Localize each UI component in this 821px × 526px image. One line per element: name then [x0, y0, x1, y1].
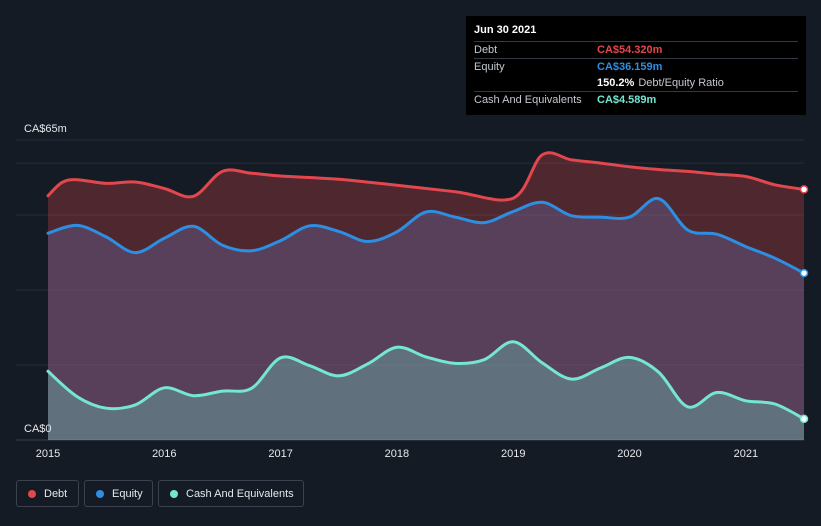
- equity-dot-icon: [96, 489, 104, 498]
- tooltip-ratio-label: Debt/Equity Ratio: [638, 77, 724, 89]
- x-tick-label: 2018: [385, 448, 409, 460]
- cash-and-equivalents-area: [48, 341, 804, 440]
- legend-cash-label: Cash And Equivalents: [186, 487, 294, 500]
- x-axis-labels: 2015 2016 2017 2018 2019 2020 2021: [36, 448, 758, 460]
- equity-line: [46, 197, 806, 275]
- tooltip-row-cash: Cash And Equivalents CA$4.589m: [474, 91, 798, 108]
- series-endpoints: [799, 185, 809, 424]
- tooltip-debt-value: CA$54.320m: [597, 44, 663, 56]
- tooltip-debt-label: Debt: [474, 44, 498, 56]
- tooltip-row-ratio: 150.2% Debt/Equity Ratio: [474, 75, 798, 91]
- equity-area: [48, 198, 804, 440]
- legend-equity-label: Equity: [112, 487, 143, 500]
- cash-and-equivalents-line: [46, 340, 806, 421]
- x-tick-label: 2017: [268, 448, 292, 460]
- x-tick-label: 2016: [152, 448, 176, 460]
- tooltip-row-equity: Equity CA$36.159m: [474, 58, 798, 75]
- debt-dot-icon: [28, 489, 36, 498]
- x-tick-label: 2020: [617, 448, 641, 460]
- tooltip-row-debt: Debt CA$54.320m: [474, 41, 798, 58]
- y-tick-label-bottom: CA$0: [24, 423, 52, 435]
- legend-debt-label: Debt: [44, 487, 68, 500]
- tooltip-equity-label: Equity: [474, 61, 505, 73]
- series-lines: [46, 151, 806, 421]
- x-tick-label: 2019: [501, 448, 525, 460]
- legend-equity-button[interactable]: Equity: [84, 480, 153, 507]
- debt-area: [48, 152, 804, 440]
- cash-and-equivalents-endpoint: [799, 414, 809, 424]
- grid-lines: [16, 139, 804, 441]
- x-tick-label: 2015: [36, 448, 60, 460]
- equity-endpoint: [799, 268, 809, 278]
- tooltip-date: Jun 30 2021: [474, 24, 537, 36]
- tooltip-ratio-value: 150.2%: [597, 77, 635, 89]
- legend-cash-button[interactable]: Cash And Equivalents: [158, 480, 304, 507]
- tooltip-equity-value: CA$36.159m: [597, 61, 663, 73]
- debt-line: [46, 151, 806, 202]
- y-tick-label-top: CA$65m: [24, 123, 67, 135]
- tooltip-cash-value: CA$4.589m: [597, 94, 657, 106]
- tooltip-cash-label: Cash And Equivalents: [474, 94, 582, 106]
- data-tooltip: Jun 30 2021 Debt CA$54.320m Equity CA$36…: [466, 16, 806, 115]
- cash-dot-icon: [170, 489, 178, 498]
- legend-debt-button[interactable]: Debt: [16, 480, 79, 507]
- debt-endpoint: [799, 185, 809, 194]
- x-tick-label: 2021: [734, 448, 758, 460]
- area-fills: [48, 152, 804, 440]
